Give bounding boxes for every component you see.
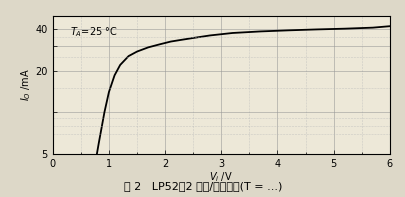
- Y-axis label: $I_O$ /mA: $I_O$ /mA: [19, 68, 33, 101]
- X-axis label: $V_i$ /V: $V_i$ /V: [209, 170, 232, 184]
- Text: 图 2   LP52卜2 输入/输出曲线(T = ...): 图 2 LP52卜2 输入/输出曲线(T = ...): [124, 181, 281, 191]
- Text: $T_A$=25 °C: $T_A$=25 °C: [70, 25, 117, 39]
